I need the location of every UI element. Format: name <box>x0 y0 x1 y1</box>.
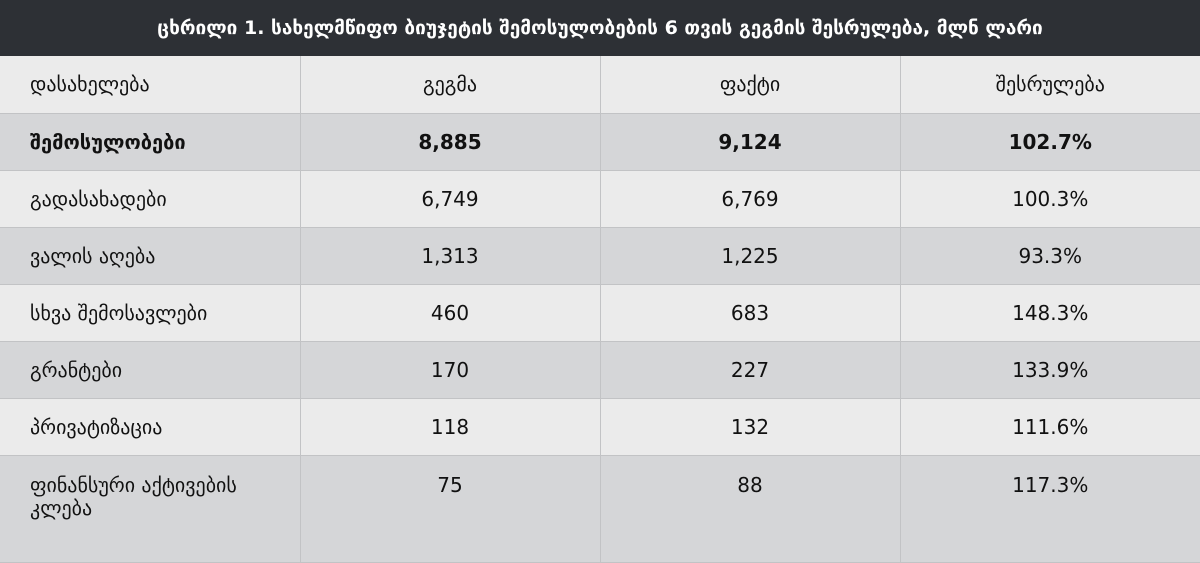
table-row: გრანტები 170 227 133.9% <box>0 341 1200 399</box>
table-cell: 170 <box>300 341 601 399</box>
table-cell: 133.9% <box>900 341 1200 399</box>
table-cell: 6,749 <box>300 170 601 228</box>
table-cell: 75 <box>300 455 601 563</box>
table-cell: პრივატიზაცია <box>0 398 301 456</box>
table-row: პრივატიზაცია 118 132 111.6% <box>0 398 1200 456</box>
table-row: შემოსულობები 8,885 9,124 102.7% <box>0 113 1200 171</box>
table-cell: 1,313 <box>300 227 601 285</box>
table-cell: 93.3% <box>900 227 1200 285</box>
table-cell: 132 <box>600 398 901 456</box>
table-cell: 9,124 <box>600 113 901 171</box>
table-cell: სხვა შემოსავლები <box>0 284 301 342</box>
table-cell: გრანტები <box>0 341 301 399</box>
table-cell: 683 <box>600 284 901 342</box>
table-cell: 100.3% <box>900 170 1200 228</box>
table-cell: დასახელება <box>0 56 301 114</box>
table-cell: ფინანსური აქტივების კლება <box>0 455 301 563</box>
table-cell: ფაქტი <box>600 56 901 114</box>
header-row: დასახელება გეგმა ფაქტი შესრულება <box>0 56 1200 114</box>
table-row: ვალის აღება 1,313 1,225 93.3% <box>0 227 1200 285</box>
table-cell: 117.3% <box>900 455 1200 563</box>
table-cell: შესრულება <box>900 56 1200 114</box>
table-cell: ვალის აღება <box>0 227 301 285</box>
table-cell: გადასახადები <box>0 170 301 228</box>
table-cell: 6,769 <box>600 170 901 228</box>
table-cell: 118 <box>300 398 601 456</box>
table-cell: 88 <box>600 455 901 563</box>
table-cell: 148.3% <box>900 284 1200 342</box>
table-cell: შემოსულობები <box>0 113 301 171</box>
table-cell: 227 <box>600 341 901 399</box>
table-cell: 102.7% <box>900 113 1200 171</box>
table-row: გადასახადები 6,749 6,769 100.3% <box>0 170 1200 228</box>
table-row: ფინანსური აქტივების კლება 75 88 117.3% <box>0 455 1200 563</box>
table-cell: 8,885 <box>300 113 601 171</box>
table-cell: გეგმა <box>300 56 601 114</box>
table-cell: 460 <box>300 284 601 342</box>
table-cell: 111.6% <box>900 398 1200 456</box>
data-table: დასახელება გეგმა ფაქტი შესრულება შემოსულობებ… <box>0 56 1200 563</box>
table-body: დასახელება გეგმა ფაქტი შესრულება შემოსულობებ… <box>0 56 1200 563</box>
table-row: სხვა შემოსავლები 460 683 148.3% <box>0 284 1200 342</box>
table-title: ცხრილი 1. სახელმწიფო ბიუჯეტის შემოსულობე… <box>0 0 1200 56</box>
table-cell: 1,225 <box>600 227 901 285</box>
